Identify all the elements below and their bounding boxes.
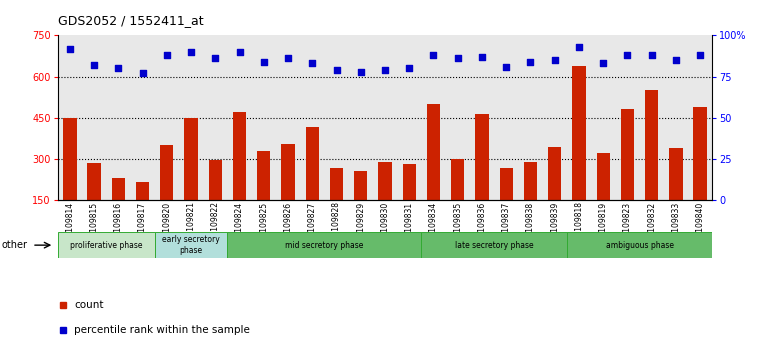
Point — [161, 52, 173, 58]
Bar — [597, 153, 610, 200]
Bar — [524, 161, 537, 200]
Bar — [112, 178, 125, 200]
Bar — [548, 147, 561, 200]
Text: proliferative phase: proliferative phase — [70, 241, 142, 250]
Text: mid secretory phase: mid secretory phase — [285, 241, 363, 250]
Bar — [330, 169, 343, 200]
Point — [258, 59, 270, 64]
Point — [185, 49, 197, 55]
Bar — [88, 163, 101, 200]
Text: percentile rank within the sample: percentile rank within the sample — [74, 325, 250, 335]
Point — [112, 65, 125, 71]
Point — [427, 52, 440, 58]
Point — [88, 62, 100, 68]
Bar — [694, 107, 707, 200]
Bar — [184, 118, 198, 200]
Point — [355, 69, 367, 74]
Point — [597, 61, 609, 66]
Point — [548, 57, 561, 63]
Text: GDS2052 / 1552411_at: GDS2052 / 1552411_at — [58, 14, 203, 27]
Bar — [160, 145, 173, 200]
Bar — [58, 232, 155, 258]
Bar — [451, 159, 464, 200]
Point — [379, 67, 391, 73]
Bar — [354, 171, 367, 200]
Point — [670, 57, 682, 63]
Text: count: count — [74, 300, 104, 310]
Point — [476, 54, 488, 59]
Bar — [233, 112, 246, 200]
Text: early secretory
phase: early secretory phase — [162, 235, 220, 255]
Bar — [621, 109, 634, 200]
Point — [403, 65, 415, 71]
Bar — [281, 144, 295, 200]
Bar — [306, 127, 319, 200]
Point — [282, 56, 294, 61]
Bar — [227, 232, 421, 258]
Point — [621, 52, 634, 58]
Text: ambiguous phase: ambiguous phase — [605, 241, 674, 250]
Point — [330, 67, 343, 73]
Point — [694, 52, 706, 58]
Bar — [63, 118, 76, 200]
Bar — [475, 114, 489, 200]
Point — [645, 52, 658, 58]
Point — [451, 56, 464, 61]
Bar — [136, 182, 149, 200]
Point — [64, 46, 76, 51]
Bar — [421, 232, 567, 258]
Point — [136, 70, 149, 76]
Point — [209, 56, 222, 61]
Bar — [403, 164, 416, 200]
Point — [573, 44, 585, 50]
Bar — [155, 232, 227, 258]
Bar — [572, 65, 586, 200]
Text: late secretory phase: late secretory phase — [455, 241, 534, 250]
Point — [500, 64, 512, 69]
Bar — [567, 232, 712, 258]
Point — [306, 61, 319, 66]
Bar — [427, 104, 440, 200]
Bar — [645, 90, 658, 200]
Text: other: other — [2, 240, 28, 250]
Bar — [378, 161, 392, 200]
Bar — [209, 160, 222, 200]
Bar — [257, 151, 270, 200]
Point — [233, 49, 246, 55]
Bar — [669, 148, 682, 200]
Point — [524, 59, 537, 64]
Bar — [500, 169, 513, 200]
